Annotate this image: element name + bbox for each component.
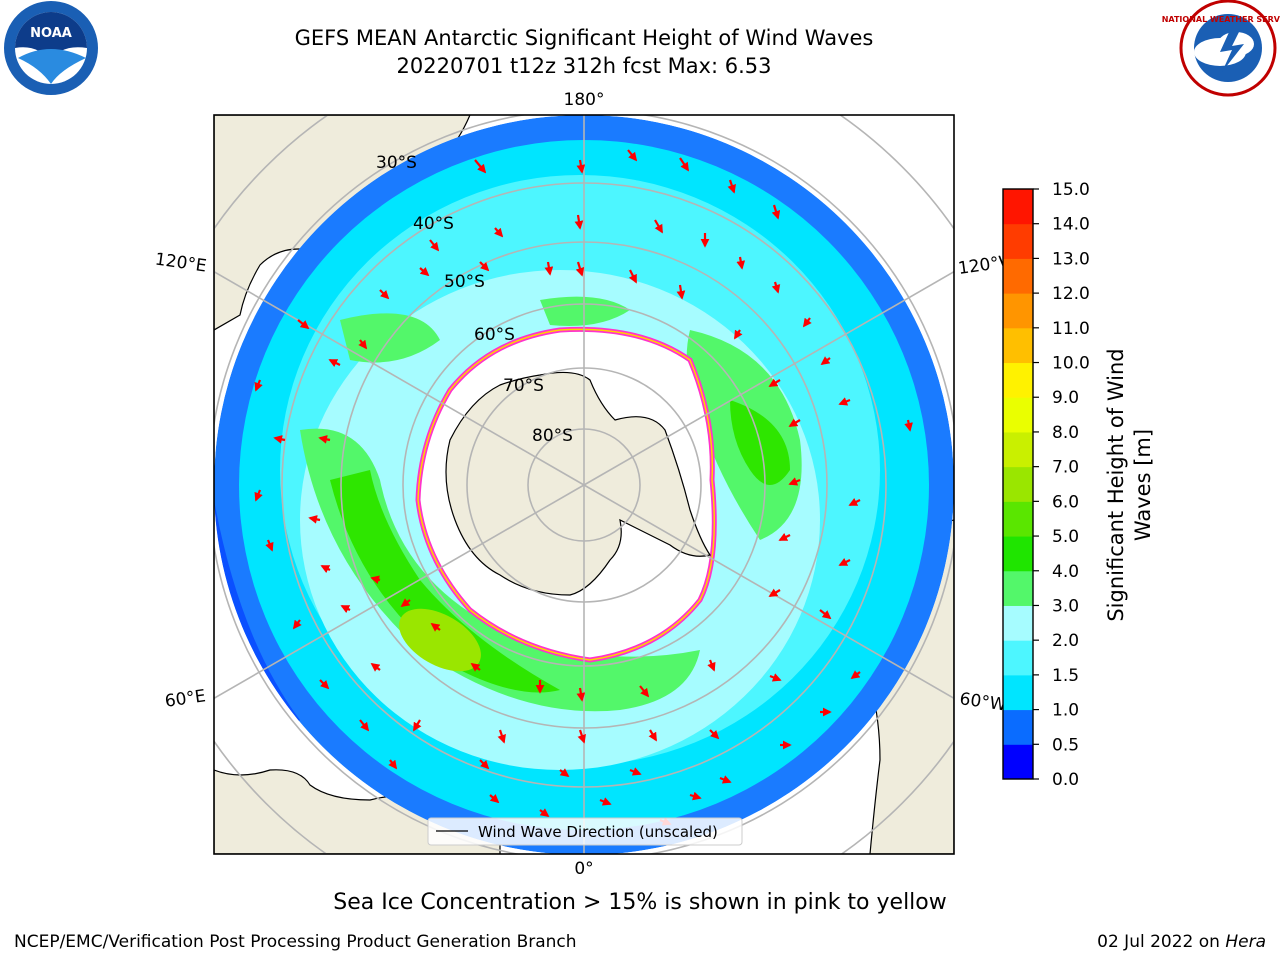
- lat-label-80s: 80°S: [532, 426, 573, 446]
- latitude-labels: 30°S 40°S 50°S 60°S 70°S 80°S: [376, 153, 573, 446]
- colorbar-segment: [1003, 640, 1033, 676]
- date-text: 02 Jul 2022 on: [1097, 932, 1220, 952]
- legend-label: Wind Wave Direction (unscaled): [478, 823, 718, 841]
- colorbar-tick-label: 1.5: [1052, 666, 1079, 686]
- colorbar-segment: [1003, 223, 1033, 259]
- colorbar-segment: [1003, 397, 1033, 433]
- colorbar-tick-label: 5.0: [1052, 527, 1079, 547]
- meridian-label-60w: 60°W: [958, 689, 1007, 715]
- colorbar-segment: [1003, 293, 1033, 329]
- noaa-logo-text: NOAA: [30, 26, 72, 41]
- colorbar-segment: [1003, 258, 1033, 294]
- graticule: [214, 115, 954, 854]
- colorbar-segment: [1003, 501, 1033, 537]
- colorbar-tick-label: 13.0: [1052, 249, 1090, 269]
- colorbar: 0.0 0.5 1.0 1.5 2.0 3.0 4.0 5.0 6.0 7.0 8.0 9.0 10.0…: [1002, 180, 1090, 790]
- map-frame: [213, 114, 955, 855]
- lat-label-60s: 60°S: [474, 325, 515, 345]
- colorbar-tick-label: 11.0: [1052, 319, 1090, 339]
- colorbar-segment: [1003, 674, 1033, 711]
- colorbar-tick-label: 0.0: [1052, 770, 1079, 790]
- colorbar-segment: [1003, 709, 1033, 745]
- map-legend: Wind Wave Direction (unscaled): [427, 817, 743, 846]
- credit-text: NCEP/EMC/Verification Post Processing Pr…: [14, 932, 577, 952]
- colorbar-segment: [1003, 744, 1033, 780]
- colorbar-tick-label: 2.0: [1052, 631, 1079, 651]
- colorbar-segment: [1003, 362, 1033, 398]
- colorbar-tick-label: 10.0: [1052, 354, 1090, 374]
- colorbar-frame: [1002, 188, 1034, 780]
- colorbar-title-line2: Waves [m]: [1131, 429, 1155, 541]
- colorbar-tick-label: 6.0: [1052, 492, 1079, 512]
- lat-label-70s: 70°S: [503, 376, 544, 396]
- colorbar-tick-label: 12.0: [1052, 284, 1090, 304]
- colorbar-tick-label: 15.0: [1052, 180, 1090, 200]
- colorbar-segment: [1003, 536, 1033, 572]
- colorbar-title-line1: Significant Height of Wind: [1104, 348, 1128, 621]
- lat-label-30s: 30°S: [376, 153, 417, 173]
- wind-wave-arrows: [254, 149, 913, 826]
- colorbar-segment: [1003, 189, 1033, 225]
- colorbar-tick-label: 4.0: [1052, 562, 1079, 582]
- date-stamp: 02 Jul 2022 on Hera: [1097, 932, 1266, 952]
- colorbar-segment: [1003, 466, 1033, 502]
- meridian-label-60e: 60°E: [164, 686, 207, 711]
- continent-antarctica: [445, 371, 711, 596]
- meridian-label-120e: 120°E: [154, 250, 208, 277]
- chart-title-line2: 20220701 t12z 312h fcst Max: 6.53: [396, 54, 772, 78]
- meridian-label-0: 0°: [574, 859, 593, 879]
- nws-logo-text: NATIONAL WEATHER SERVICE: [1162, 15, 1280, 24]
- chart-title-line1: GEFS MEAN Antarctic Significant Height o…: [294, 26, 874, 50]
- colorbar-tick-label: 0.5: [1052, 735, 1079, 755]
- sea-ice-note: Sea Ice Concentration > 15% is shown in …: [333, 890, 947, 915]
- meridian-label-180: 180°: [564, 90, 605, 110]
- lat-label-50s: 50°S: [444, 272, 485, 292]
- noaa-logo: NOAA: [2, 0, 100, 97]
- colorbar-segment: [1003, 605, 1033, 641]
- colorbar-tick-label: 9.0: [1052, 388, 1079, 408]
- colorbar-segment: [1003, 570, 1033, 606]
- colorbar-tick-label: 8.0: [1052, 423, 1079, 443]
- colorbar-tick-label: 1.0: [1052, 701, 1079, 721]
- lat-label-40s: 40°S: [413, 214, 454, 234]
- colorbar-segment: [1003, 327, 1033, 364]
- colorbar-tick-label: 7.0: [1052, 458, 1079, 478]
- colorbar-tick-label: 3.0: [1052, 596, 1079, 616]
- nws-logo: NATIONAL WEATHER SERVICE: [1162, 0, 1280, 97]
- colorbar-tick-label: 14.0: [1052, 215, 1090, 235]
- colorbar-segment: [1003, 431, 1033, 468]
- machine-name: Hera: [1225, 932, 1266, 952]
